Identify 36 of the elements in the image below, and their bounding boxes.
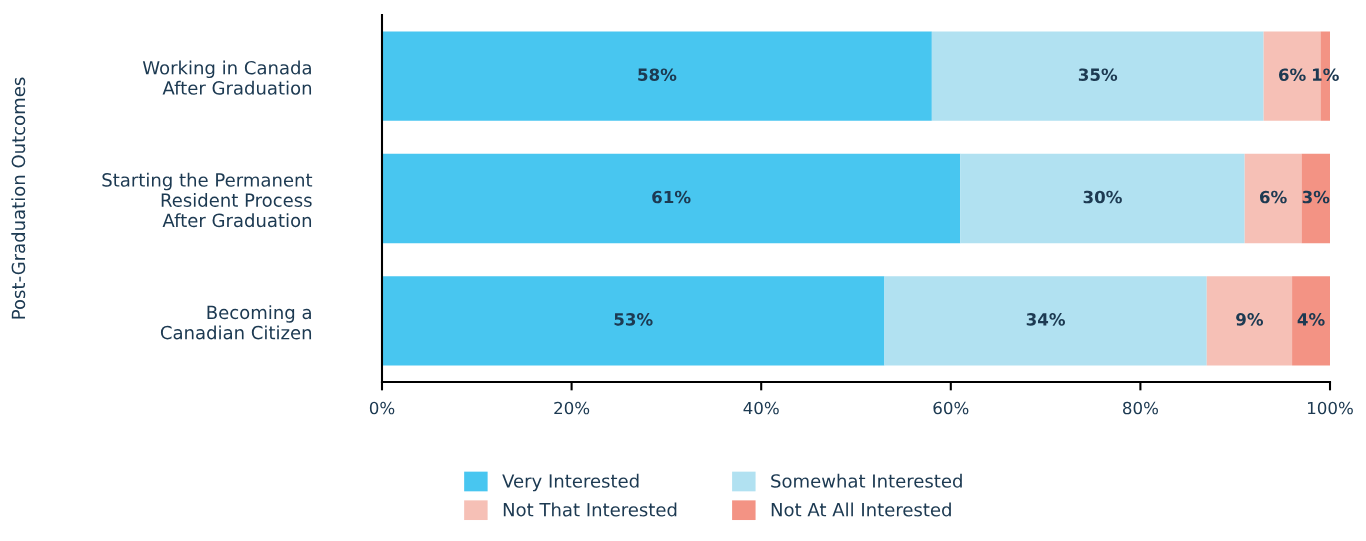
- data-label: 35%: [1078, 68, 1118, 81]
- x-tick-label: 80%: [1123, 401, 1158, 415]
- data-label: 6%: [1260, 190, 1287, 204]
- data-label: 3%: [1302, 190, 1330, 204]
- x-tick-label: 100%: [1308, 401, 1353, 415]
- bar: [931, 31, 1264, 121]
- legend-label: Somewhat Interested: [771, 473, 962, 488]
- bar: [1244, 153, 1302, 244]
- data-label: 30%: [1083, 190, 1122, 204]
- x-tick-label: 40%: [743, 401, 779, 415]
- data-label: 4%: [1297, 313, 1325, 326]
- data-label: 1%: [1312, 68, 1339, 81]
- data-label: 9%: [1236, 313, 1264, 326]
- data-label: 34%: [1026, 313, 1066, 326]
- x-tick-label: 0%: [369, 401, 395, 415]
- y-tick-label: Starting the Permanent Resident Process After Graduation: [102, 172, 313, 228]
- bar: [382, 276, 885, 366]
- y-axis-title: Post-Graduation Outcomes: [11, 77, 26, 319]
- data-label: 6%: [1278, 68, 1306, 81]
- x-tick-label: 60%: [933, 401, 969, 415]
- data-label: 53%: [614, 313, 653, 326]
- legend-label: Very Interested: [502, 473, 639, 492]
- bar: [1301, 153, 1330, 244]
- bar: [382, 153, 961, 244]
- y-tick-label: Becoming a Canadian Citizen: [160, 305, 312, 340]
- bar: [884, 276, 1207, 366]
- legend-label: Not At All Interested: [771, 502, 951, 517]
- bar: [1206, 276, 1293, 366]
- data-label: 58%: [638, 68, 677, 81]
- data-label: 61%: [652, 190, 691, 204]
- legend-label: Not That Interested: [503, 502, 677, 517]
- y-tick-label: Working in Canada After Graduation: [142, 60, 312, 95]
- bar: [1292, 276, 1330, 366]
- bar: [382, 31, 932, 121]
- bar: [960, 153, 1245, 244]
- x-tick-label: 20%: [554, 401, 590, 415]
